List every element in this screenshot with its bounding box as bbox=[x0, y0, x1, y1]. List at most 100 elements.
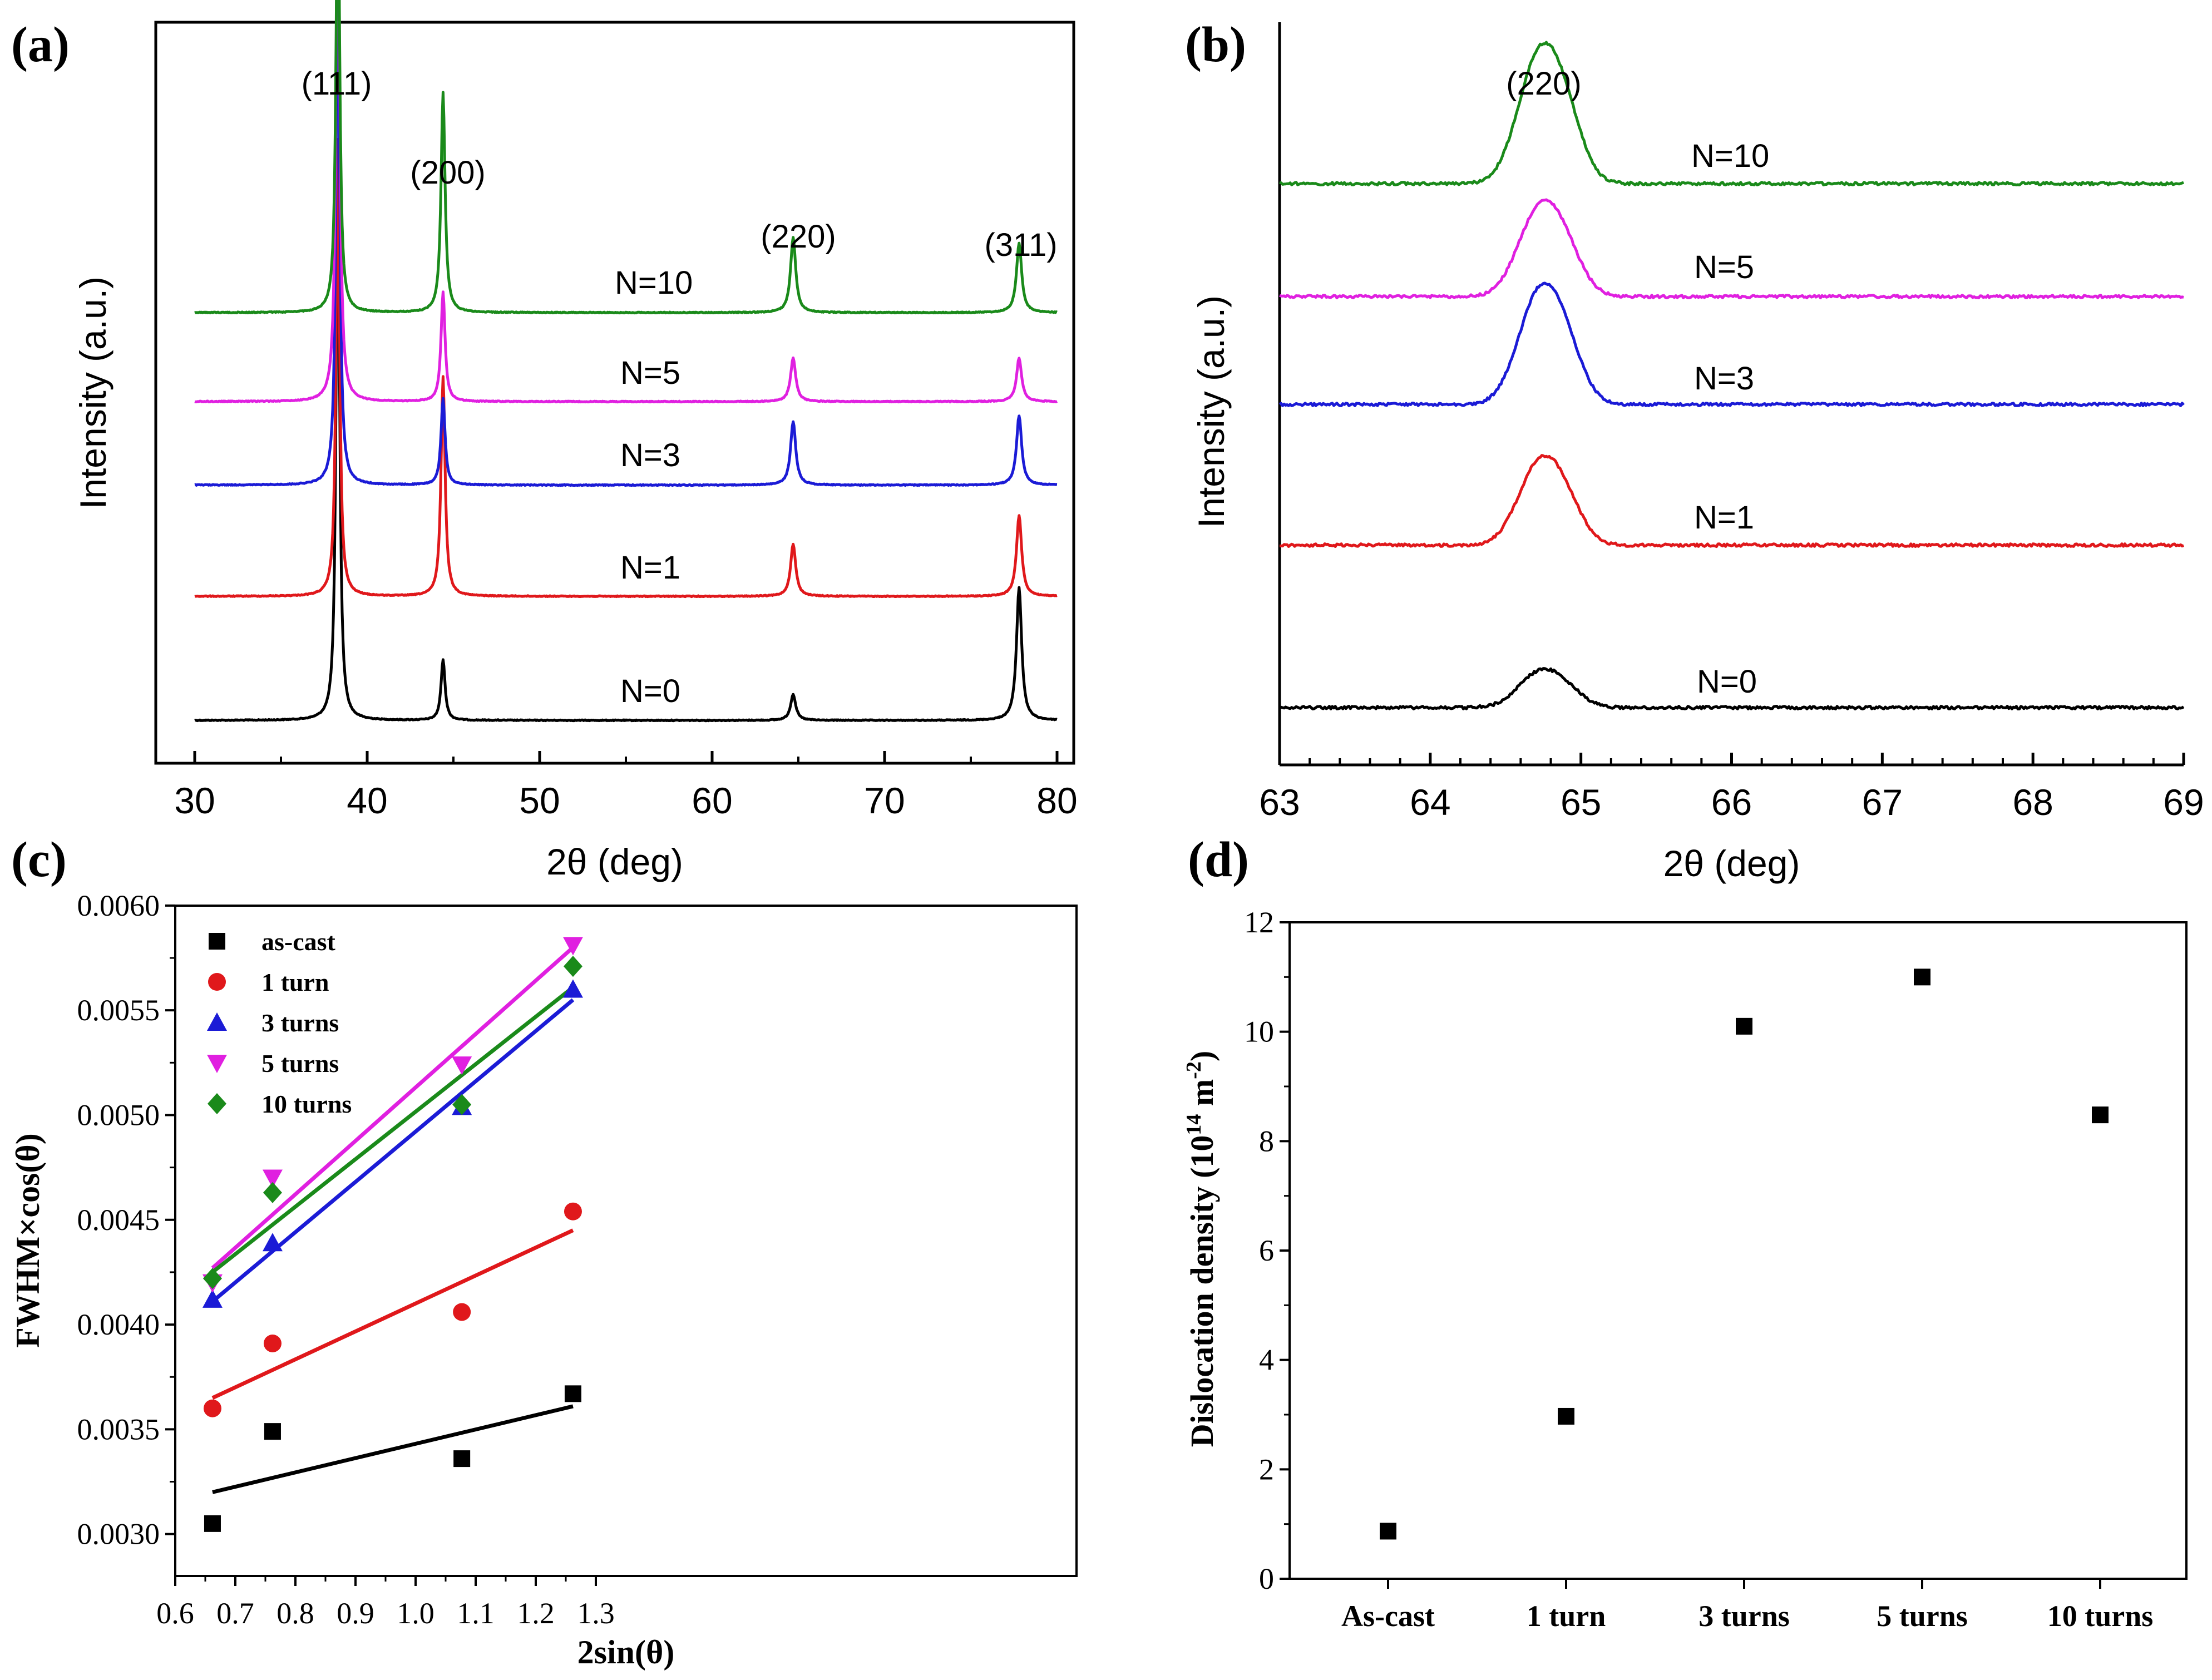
series-label-b-N=1: N=1 bbox=[1694, 500, 1754, 536]
data-point-d-1 turn bbox=[1558, 1407, 1574, 1425]
fit-line-c-as-cast bbox=[212, 1404, 574, 1494]
y-axis-label-d-sup1: 14 bbox=[1182, 1114, 1206, 1135]
x-tick-label-c: 1.2 bbox=[517, 1597, 555, 1630]
data-point-c-1 turn bbox=[203, 1399, 221, 1417]
x-tick-label-a: 40 bbox=[347, 780, 387, 821]
series-line-b-N=10 bbox=[1279, 41, 2184, 186]
fit-line-c-10 turns bbox=[211, 986, 575, 1274]
x-tick-label-b: 67 bbox=[1862, 782, 1903, 823]
data-point-c-as-cast bbox=[204, 1515, 221, 1532]
plot-frame-a bbox=[154, 21, 1075, 765]
x-tick-label-b: 69 bbox=[2163, 782, 2204, 823]
data-point-d-3 turns bbox=[1736, 1017, 1752, 1035]
series-label-a-N=0: N=0 bbox=[620, 673, 680, 709]
x-axis-label-c: 2sin(θ) bbox=[577, 1634, 675, 1671]
series-label-a-N=10: N=10 bbox=[615, 265, 693, 301]
x-tick-label-c: 0.7 bbox=[216, 1597, 254, 1630]
legend-label-c-10 turns: 10 turns bbox=[261, 1090, 352, 1118]
y-tick-label-c: 0.0040 bbox=[77, 1308, 160, 1341]
legend-label-c-3 turns: 3 turns bbox=[261, 1009, 339, 1037]
panel-b: 63 64 65 66 67 68 69 2θ (deg) Intensity (a.u.) (b… bbox=[1185, 17, 2204, 884]
x-tick-label-c: 1.0 bbox=[397, 1597, 434, 1630]
y-axis-label-d-before: Dislocation density (10 bbox=[1184, 1135, 1220, 1447]
series-line-b-N=3 bbox=[1278, 281, 2185, 407]
peak-label-a-(111): (111) bbox=[302, 66, 372, 102]
series-label-b-N=5: N=5 bbox=[1694, 249, 1754, 285]
series-label-a-N=3: N=3 bbox=[620, 437, 680, 473]
series-label-b-N=0: N=0 bbox=[1697, 664, 1757, 700]
data-point-c-1 turn bbox=[453, 1303, 471, 1321]
series-line-a-N=3 bbox=[194, 0, 1058, 487]
panel-label-b: (b) bbox=[1185, 17, 1246, 72]
x-tick-label-d: As-cast bbox=[1341, 1599, 1435, 1633]
series-label-b-N=3: N=3 bbox=[1694, 360, 1754, 397]
y-axis-label-d-after: ) bbox=[1184, 1051, 1220, 1061]
y-tick-label-c: 0.0050 bbox=[77, 1098, 160, 1131]
x-tick-label-c: 1.1 bbox=[457, 1597, 495, 1630]
x-tick-label-d: 10 turns bbox=[2047, 1599, 2154, 1633]
x-tick-label-d: 1 turn bbox=[1527, 1599, 1606, 1633]
series-label-b-N=10: N=10 bbox=[1691, 138, 1769, 174]
x-tick-label-c: 1.3 bbox=[577, 1597, 615, 1630]
fit-line-c-1 turn bbox=[211, 1228, 574, 1400]
series-label-a-N=5: N=5 bbox=[620, 355, 680, 391]
x-tick-label-c: 0.6 bbox=[156, 1597, 194, 1630]
series-line-b-N=0 bbox=[1278, 667, 2185, 710]
data-point-c-1 turn bbox=[263, 1334, 282, 1352]
x-tick-label-b: 63 bbox=[1259, 782, 1300, 823]
panel-label-c: (c) bbox=[11, 832, 67, 887]
panel-a: 30 40 50 60 70 80 2θ (deg) Intensity (a.u.) (a) N… bbox=[11, 0, 1078, 882]
legend-marker-c-as-cast bbox=[209, 933, 225, 950]
y-tick-label-d: 8 bbox=[1259, 1124, 1274, 1158]
series-line-a-N=0 bbox=[194, 140, 1058, 723]
peak-label-a-(311): (311) bbox=[984, 227, 1057, 263]
y-axis-label-d-mid: m bbox=[1184, 1079, 1220, 1114]
x-tick-label-c: 0.8 bbox=[276, 1597, 314, 1630]
fit-line-c-5 turns bbox=[211, 946, 575, 1270]
x-tick-label-b: 65 bbox=[1561, 782, 1601, 823]
series-line-b-N=5 bbox=[1279, 198, 2184, 299]
y-tick-label-d: 0 bbox=[1259, 1562, 1274, 1595]
series-line-b-N=1 bbox=[1280, 454, 2184, 548]
data-point-c-as-cast bbox=[453, 1450, 471, 1467]
legend-label-c-as-cast: as-cast bbox=[261, 927, 336, 956]
data-point-d-10 turns bbox=[2092, 1106, 2109, 1124]
x-tick-label-d: 5 turns bbox=[1877, 1599, 1968, 1633]
y-axis-label-d: Dislocation density (1014 m-2) bbox=[1182, 1051, 1220, 1447]
peak-label-a-(220): (220) bbox=[761, 219, 836, 255]
legend-marker-c-3 turns bbox=[207, 1012, 227, 1031]
data-point-c-1 turn bbox=[564, 1202, 582, 1221]
y-tick-label-c: 0.0030 bbox=[77, 1518, 160, 1551]
legend-label-c-1 turn: 1 turn bbox=[261, 968, 329, 996]
x-tick-label-c: 0.9 bbox=[337, 1597, 374, 1630]
y-tick-label-d: 6 bbox=[1259, 1234, 1274, 1267]
legend-label-c-5 turns: 5 turns bbox=[261, 1049, 339, 1078]
series-line-a-N=5 bbox=[194, 0, 1058, 404]
data-point-c-10 turns bbox=[203, 1268, 222, 1289]
y-axis-label-a: Intensity (a.u.) bbox=[72, 276, 113, 509]
data-point-d-As-cast bbox=[1380, 1523, 1396, 1540]
data-point-c-10 turns bbox=[452, 1094, 472, 1115]
data-point-c-5 turns bbox=[562, 937, 583, 956]
y-tick-label-d: 4 bbox=[1259, 1343, 1274, 1377]
x-tick-label-a: 30 bbox=[174, 780, 215, 821]
y-axis-label-d-sup2: -2 bbox=[1182, 1061, 1206, 1079]
data-point-c-3 turns bbox=[202, 1289, 223, 1308]
y-axis-label-c: FWHM×cos(θ) bbox=[9, 1133, 46, 1347]
x-tick-label-a: 70 bbox=[864, 780, 905, 821]
y-tick-label-d: 10 bbox=[1244, 1015, 1274, 1049]
peak-label-a-(200): (200) bbox=[410, 155, 485, 191]
series-label-a-N=1: N=1 bbox=[620, 550, 680, 586]
data-point-c-5 turns bbox=[452, 1056, 472, 1075]
x-tick-label-a: 50 bbox=[519, 780, 560, 821]
x-tick-label-a: 60 bbox=[692, 780, 732, 821]
x-axis-label-a: 2θ (deg) bbox=[546, 841, 683, 882]
panel-c: 0.6 0.7 0.8 0.9 1.0 1.1 1.2 1.3 0.0030 0.0035 0.00… bbox=[9, 832, 1078, 1671]
x-tick-label-d: 3 turns bbox=[1698, 1599, 1790, 1633]
y-tick-label-c: 0.0055 bbox=[77, 994, 160, 1027]
y-axis-label-b: Intensity (a.u.) bbox=[1191, 295, 1232, 528]
panel-d: 0 2 4 6 8 10 12 As-cast 1 turn 3 turns 5 turns 10 t… bbox=[1182, 832, 2188, 1633]
panel-label-d: (d) bbox=[1188, 832, 1249, 887]
fit-line-c-3 turns bbox=[211, 998, 575, 1303]
plot-frame-c bbox=[174, 905, 1078, 1577]
